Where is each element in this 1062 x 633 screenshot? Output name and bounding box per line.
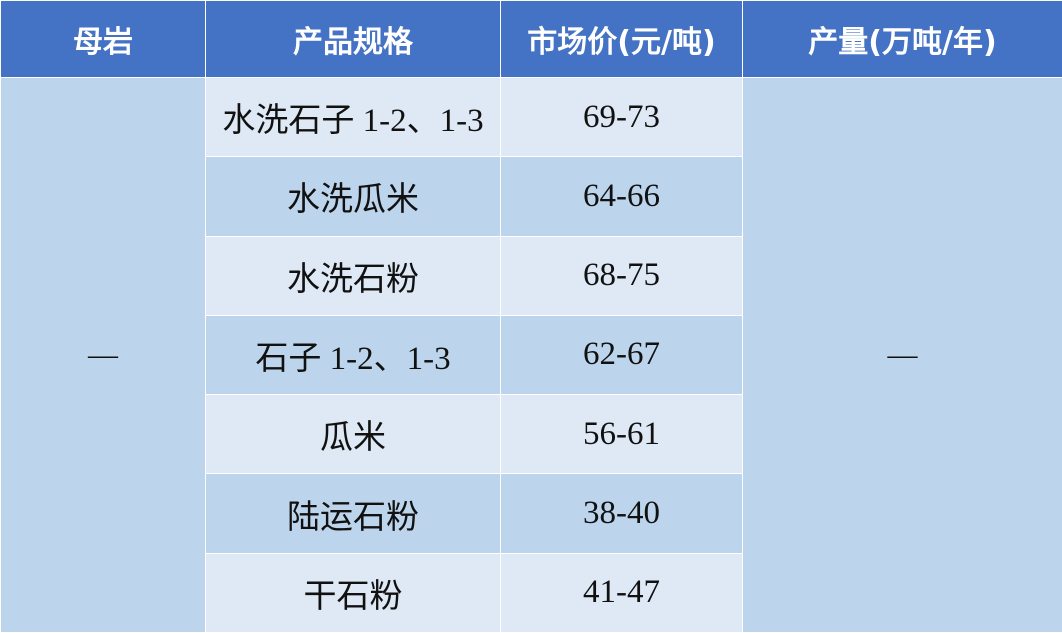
table-row: 瓜米 56-61 (1, 394, 1062, 475)
header-rock: 母岩 (0, 0, 206, 78)
spec-cell: 石子 1-2、1-3 (205, 314, 501, 396)
spec-cell: 瓜米 (205, 394, 501, 475)
price-cell: 69-73 (500, 76, 743, 158)
price-cell: 62-67 (500, 314, 743, 396)
output-cell: — (742, 77, 1062, 633)
spec-cell: 水洗瓜米 (205, 156, 501, 237)
table-row: 水洗石粉 68-75 (1, 235, 1062, 316)
header-spec: 产品规格 (205, 0, 501, 78)
table-row: 干石粉 41-47 (1, 552, 1062, 633)
spec-cell: 陆运石粉 (205, 473, 501, 554)
rock-cell: — (0, 77, 206, 633)
table-row: 陆运石粉 38-40 (1, 473, 1062, 554)
price-cell: 38-40 (500, 473, 743, 554)
spec-cell: 水洗石子 1-2、1-3 (205, 76, 501, 158)
price-cell: 41-47 (500, 552, 743, 633)
price-cell: 56-61 (500, 394, 743, 475)
table-row: 水洗瓜米 64-66 (1, 156, 1062, 237)
table-row: — 水洗石子 1-2、1-3 69-73 — (0, 76, 1062, 633)
spec-cell: 水洗石粉 (205, 235, 501, 316)
spec-cell: 干石粉 (205, 552, 501, 633)
price-cell: 68-75 (500, 235, 743, 316)
header-row: 母岩 产品规格 市场价(元/吨) 产量(万吨/年) (0, 0, 1062, 78)
header-price: 市场价(元/吨) (500, 0, 743, 78)
price-cell: 64-66 (500, 156, 743, 237)
header-output: 产量(万吨/年) (742, 0, 1062, 78)
table-row: 石子 1-2、1-3 62-67 (1, 314, 1062, 396)
